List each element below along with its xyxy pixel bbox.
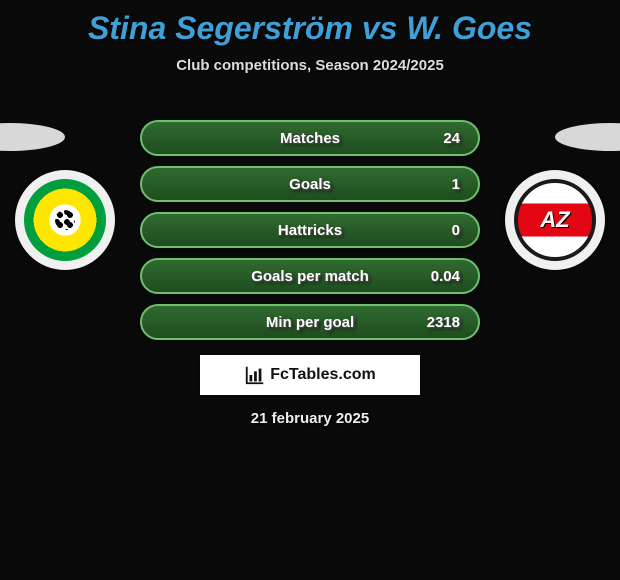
stat-bar-goals: Goals 1 bbox=[140, 166, 480, 202]
stat-label: Hattricks bbox=[278, 222, 342, 239]
stat-bar-mpg: Min per goal 2318 bbox=[140, 304, 480, 340]
stats-panel: Matches 24 Goals 1 Hattricks 0 Goals per… bbox=[140, 120, 480, 350]
brand-label: FcTables.com bbox=[270, 366, 376, 384]
stat-value: 0 bbox=[452, 222, 460, 239]
player-disc-left bbox=[0, 123, 65, 151]
brand-watermark[interactable]: FcTables.com bbox=[200, 355, 420, 395]
fortuna-sittard-badge-icon bbox=[24, 179, 106, 261]
stat-value: 1 bbox=[452, 176, 460, 193]
player-disc-right bbox=[555, 123, 620, 151]
az-alkmaar-badge-icon: AZ bbox=[514, 179, 596, 261]
stat-value: 24 bbox=[443, 130, 460, 147]
stat-label: Goals per match bbox=[251, 268, 369, 285]
stat-label: Min per goal bbox=[266, 314, 354, 331]
stat-value: 2318 bbox=[427, 314, 460, 331]
chart-icon bbox=[244, 364, 266, 386]
club-logo-left bbox=[15, 170, 115, 270]
page-title: Stina Segerström vs W. Goes bbox=[0, 0, 620, 47]
stat-bar-hattricks: Hattricks 0 bbox=[140, 212, 480, 248]
stat-bar-gpm: Goals per match 0.04 bbox=[140, 258, 480, 294]
stat-value: 0.04 bbox=[431, 268, 460, 285]
stat-label: Matches bbox=[280, 130, 340, 147]
date-label: 21 february 2025 bbox=[0, 410, 620, 427]
club-logo-right: AZ bbox=[505, 170, 605, 270]
stat-bar-matches: Matches 24 bbox=[140, 120, 480, 156]
subtitle: Club competitions, Season 2024/2025 bbox=[0, 57, 620, 74]
stat-label: Goals bbox=[289, 176, 331, 193]
